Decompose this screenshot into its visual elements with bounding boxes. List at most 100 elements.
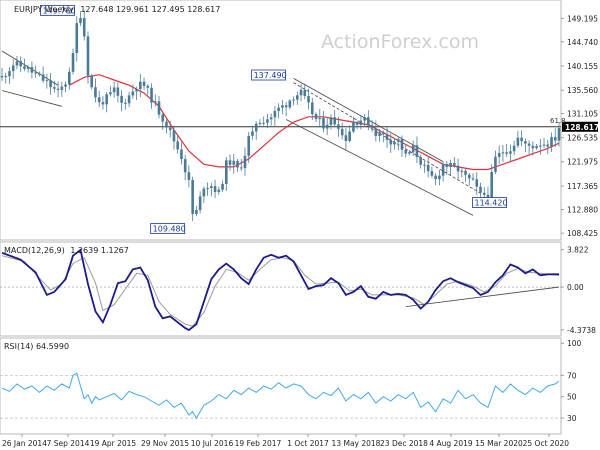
candle-body bbox=[546, 144, 550, 147]
candle-body bbox=[557, 128, 561, 141]
annotation-label: 109.480 bbox=[153, 225, 186, 234]
candle-body bbox=[232, 160, 236, 165]
x-tick-label: 23 Dec 2018 bbox=[380, 439, 428, 448]
candle bbox=[109, 85, 112, 97]
candle-body bbox=[0, 76, 4, 78]
candle bbox=[183, 154, 187, 181]
price-tick-label: 121.975 bbox=[567, 158, 598, 167]
candle-body bbox=[206, 187, 209, 189]
rsi-title: RSI(14) 64.5990 bbox=[4, 342, 69, 351]
candle bbox=[419, 154, 422, 169]
price-tick-label: 149.195 bbox=[567, 14, 598, 23]
candle-body bbox=[352, 122, 355, 132]
candle bbox=[221, 180, 224, 192]
candle-body bbox=[509, 151, 512, 154]
candle bbox=[116, 82, 120, 103]
candle bbox=[60, 81, 64, 97]
fib-label: 61.8 bbox=[550, 117, 566, 125]
candle bbox=[359, 115, 363, 130]
candle-body bbox=[210, 186, 213, 188]
candle-body bbox=[531, 145, 535, 149]
candle bbox=[153, 94, 157, 107]
candle-body bbox=[75, 23, 79, 54]
candle bbox=[210, 182, 213, 197]
candle-body bbox=[322, 117, 325, 129]
candle-body bbox=[333, 117, 337, 125]
candle-body bbox=[423, 164, 426, 166]
macd-title: MACD(12,26,9) 1.2639 1.1267 bbox=[4, 246, 129, 255]
candle bbox=[176, 135, 179, 154]
candle-body bbox=[467, 174, 471, 179]
candle-body bbox=[404, 149, 408, 154]
candle-body bbox=[94, 87, 97, 98]
candle bbox=[269, 113, 273, 126]
candle-body bbox=[419, 157, 422, 165]
candle-body bbox=[64, 84, 67, 87]
candle bbox=[352, 116, 355, 134]
macd-line bbox=[1, 248, 559, 332]
candle-body bbox=[314, 114, 318, 119]
candle bbox=[206, 182, 209, 196]
candle bbox=[411, 140, 415, 157]
candle bbox=[56, 81, 60, 98]
candle bbox=[310, 97, 314, 121]
candle bbox=[19, 56, 22, 73]
candle-body bbox=[4, 76, 8, 78]
candle-body bbox=[131, 91, 135, 96]
macd-tick-label: 0.00 bbox=[567, 283, 584, 292]
candle-body bbox=[266, 119, 269, 123]
channel-lower-line bbox=[285, 119, 474, 216]
candle-body bbox=[524, 141, 527, 144]
candle bbox=[516, 130, 520, 148]
candle-body bbox=[303, 89, 307, 97]
candle-body bbox=[221, 183, 224, 190]
annotation-label: 149.760 bbox=[43, 6, 76, 15]
candle-body bbox=[116, 87, 120, 96]
candle bbox=[542, 137, 546, 148]
candle-body bbox=[490, 171, 494, 198]
candle bbox=[393, 138, 396, 150]
candle-body bbox=[434, 175, 437, 180]
candle bbox=[273, 106, 277, 126]
candle-body bbox=[86, 36, 90, 76]
candle bbox=[318, 109, 322, 128]
candle bbox=[415, 136, 419, 164]
x-tick-label: 25 Oct 2020 bbox=[523, 439, 570, 448]
candle bbox=[553, 128, 557, 147]
candle bbox=[322, 110, 325, 133]
candle bbox=[146, 83, 150, 95]
x-tick-label: 26 Jan 2014 bbox=[2, 439, 47, 448]
candle-body bbox=[505, 152, 508, 154]
candle bbox=[49, 73, 52, 95]
candle bbox=[299, 83, 303, 102]
candle-body bbox=[228, 160, 232, 165]
candle-body bbox=[453, 163, 456, 166]
price-ohlc: 127.648 129.961 127.495 128.617 bbox=[80, 5, 220, 14]
candle-body bbox=[262, 122, 265, 124]
candle bbox=[512, 140, 516, 156]
candle bbox=[396, 137, 400, 151]
candle-body bbox=[124, 102, 127, 104]
candle bbox=[445, 161, 449, 175]
candle bbox=[101, 96, 105, 110]
candle bbox=[382, 130, 385, 143]
macd-tick-label: -4.3738 bbox=[567, 326, 596, 335]
candle bbox=[284, 101, 288, 117]
candle-body bbox=[310, 102, 314, 115]
price-tick-label: 108.425 bbox=[567, 229, 598, 238]
candle bbox=[539, 138, 542, 155]
price-labels: 149.195 144.740 140.155 135.560 131.105 126.5… bbox=[40, 4, 599, 238]
candle-body bbox=[269, 117, 273, 120]
candle bbox=[438, 169, 441, 186]
candle bbox=[453, 156, 456, 168]
macd-panel-frame bbox=[0, 241, 562, 337]
candle-body bbox=[191, 179, 194, 215]
candle bbox=[355, 120, 359, 129]
candle-body bbox=[224, 160, 228, 184]
candle-body bbox=[26, 67, 30, 69]
candle bbox=[307, 88, 310, 110]
candle-body bbox=[464, 170, 467, 175]
candle-body bbox=[281, 105, 284, 108]
candle bbox=[191, 176, 194, 222]
candle bbox=[460, 168, 464, 178]
